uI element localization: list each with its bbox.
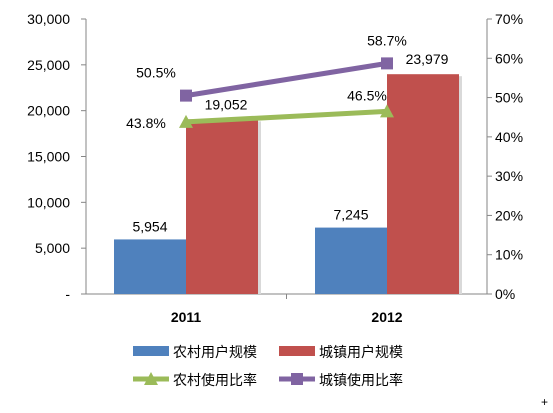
line-marker bbox=[180, 89, 192, 102]
left-tick-label: 30,000 bbox=[27, 11, 70, 27]
line-data-label: 50.5% bbox=[136, 65, 176, 81]
bars bbox=[114, 74, 462, 295]
series-line bbox=[183, 108, 390, 125]
right-axis: 0% 10% 20% 30% 40% 50% 60% 70% bbox=[487, 11, 523, 302]
legend-item: 农村用户规模 bbox=[133, 344, 257, 361]
legend-marker bbox=[144, 372, 158, 385]
left-tick-label: 5,000 bbox=[35, 240, 70, 256]
lines bbox=[179, 57, 394, 128]
line-marker bbox=[381, 57, 393, 70]
left-tick-label: - bbox=[65, 286, 70, 302]
legend-item: 农村使用比率 bbox=[133, 372, 257, 389]
line-marker bbox=[380, 104, 394, 118]
line-data-label: 43.8% bbox=[126, 115, 166, 131]
bar-data-label: 23,979 bbox=[406, 51, 449, 67]
bar bbox=[114, 239, 186, 294]
line-data-label: 46.5% bbox=[347, 87, 387, 103]
legend-marker bbox=[291, 373, 303, 385]
right-tick-label: 10% bbox=[495, 247, 523, 263]
right-tick-label: 60% bbox=[495, 50, 523, 66]
bar-data-label: 19,052 bbox=[205, 96, 248, 112]
left-axis: - 5,000 10,000 15,000 20,000 25,000 30,000 bbox=[27, 11, 86, 302]
legend-label: 农村用户规模 bbox=[173, 344, 257, 361]
footer-mark: + bbox=[541, 395, 548, 409]
left-tick-label: 15,000 bbox=[27, 149, 70, 165]
legend-item: 城镇使用比率 bbox=[279, 372, 403, 389]
left-tick-label: 25,000 bbox=[27, 57, 70, 73]
right-tick-label: 40% bbox=[495, 129, 523, 145]
bar bbox=[315, 227, 387, 294]
series-line bbox=[183, 60, 390, 99]
category-label: 2012 bbox=[371, 309, 402, 325]
right-tick-label: 20% bbox=[495, 207, 523, 223]
data-labels: 5,954 7,245 19,052 23,979 43.8% 46.5% 50.5% 58.… bbox=[126, 32, 448, 234]
bar bbox=[387, 74, 459, 294]
left-tick-label: 20,000 bbox=[27, 103, 70, 119]
legend-swatch bbox=[133, 346, 169, 356]
right-tick-label: 70% bbox=[495, 11, 523, 27]
right-tick-label: 50% bbox=[495, 90, 523, 106]
line-marker bbox=[179, 114, 193, 128]
right-tick-label: 30% bbox=[495, 168, 523, 184]
legend-label: 城镇用户规模 bbox=[319, 344, 403, 361]
bar-data-label: 5,954 bbox=[132, 218, 167, 234]
category-labels: 2011 2012 bbox=[171, 309, 403, 325]
legend-swatch bbox=[279, 346, 315, 356]
line-data-label: 58.7% bbox=[367, 32, 407, 48]
left-tick-label: 10,000 bbox=[27, 194, 70, 210]
bar bbox=[186, 119, 258, 295]
bar-data-label: 7,245 bbox=[333, 207, 368, 223]
legend-label: 农村使用比率 bbox=[173, 372, 257, 389]
category-label: 2011 bbox=[171, 309, 202, 325]
right-tick-label: 0% bbox=[495, 286, 515, 302]
legend-label: 城镇使用比率 bbox=[319, 372, 403, 389]
legend-item: 城镇用户规模 bbox=[279, 344, 403, 361]
